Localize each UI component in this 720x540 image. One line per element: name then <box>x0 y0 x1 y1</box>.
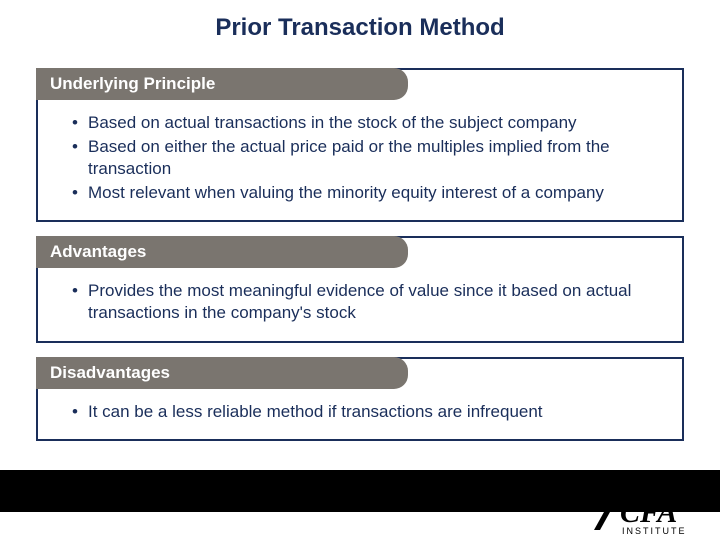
section: Underlying Principle Based on actual tran… <box>36 68 684 222</box>
svg-text:CFA: CFA <box>620 496 677 529</box>
section-tab: Disadvantages <box>36 357 408 389</box>
sections-container: Underlying Principle Based on actual tran… <box>36 68 684 455</box>
slide: Prior Transaction Method Underlying Prin… <box>0 0 720 540</box>
section-tab: Advantages <box>36 236 408 268</box>
bullet-item: It can be a less reliable method if tran… <box>72 401 662 423</box>
slide-title: Prior Transaction Method <box>0 0 720 42</box>
section-tab: Underlying Principle <box>36 68 408 100</box>
bullet-item: Based on actual transactions in the stoc… <box>72 112 662 134</box>
cfa-logo: CFA INSTITUTE <box>590 484 710 536</box>
section: Disadvantages It can be a less reliable m… <box>36 357 684 441</box>
section: Advantages Provides the most meaningful e… <box>36 236 684 342</box>
svg-text:INSTITUTE: INSTITUTE <box>622 526 687 536</box>
bullet-item: Most relevant when valuing the minority … <box>72 182 662 204</box>
bullet-item: Provides the most meaningful evidence of… <box>72 280 662 324</box>
bullet-item: Based on either the actual price paid or… <box>72 136 662 180</box>
